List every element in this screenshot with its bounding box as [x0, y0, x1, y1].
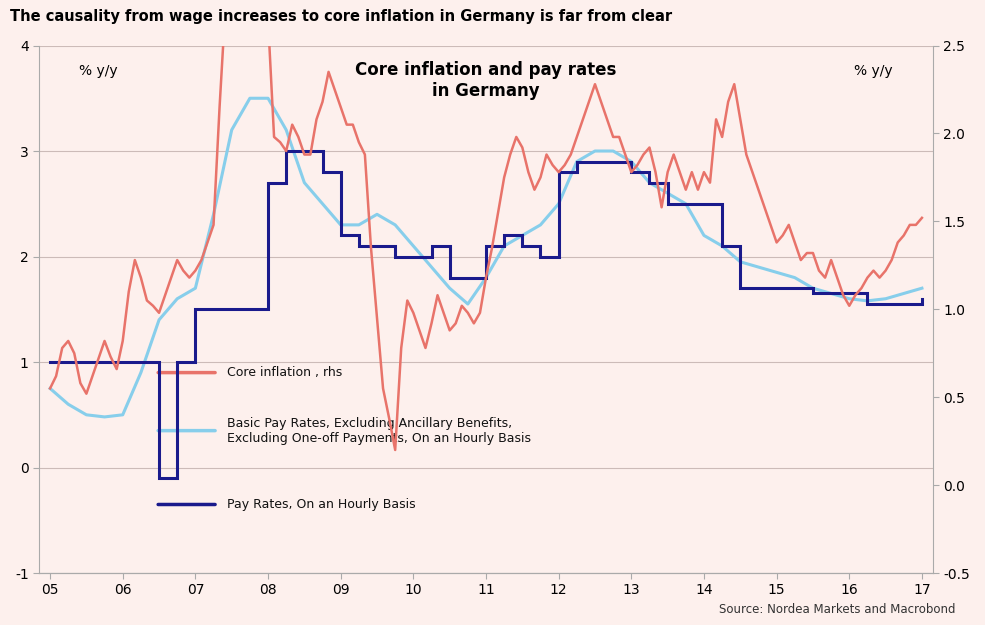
Text: The causality from wage increases to core inflation in Germany is far from clear: The causality from wage increases to cor… — [10, 9, 672, 24]
Text: Source: Nordea Markets and Macrobond: Source: Nordea Markets and Macrobond — [719, 602, 955, 616]
Text: Pay Rates, On an Hourly Basis: Pay Rates, On an Hourly Basis — [227, 498, 416, 511]
Text: Core inflation and pay rates
in Germany: Core inflation and pay rates in Germany — [356, 61, 617, 100]
Text: % y/y: % y/y — [854, 64, 892, 78]
Text: % y/y: % y/y — [80, 64, 118, 78]
Text: Basic Pay Rates, Excluding Ancillary Benefits,
Excluding One-off Payments, On an: Basic Pay Rates, Excluding Ancillary Ben… — [227, 417, 531, 444]
Text: Core inflation , rhs: Core inflation , rhs — [227, 366, 342, 379]
